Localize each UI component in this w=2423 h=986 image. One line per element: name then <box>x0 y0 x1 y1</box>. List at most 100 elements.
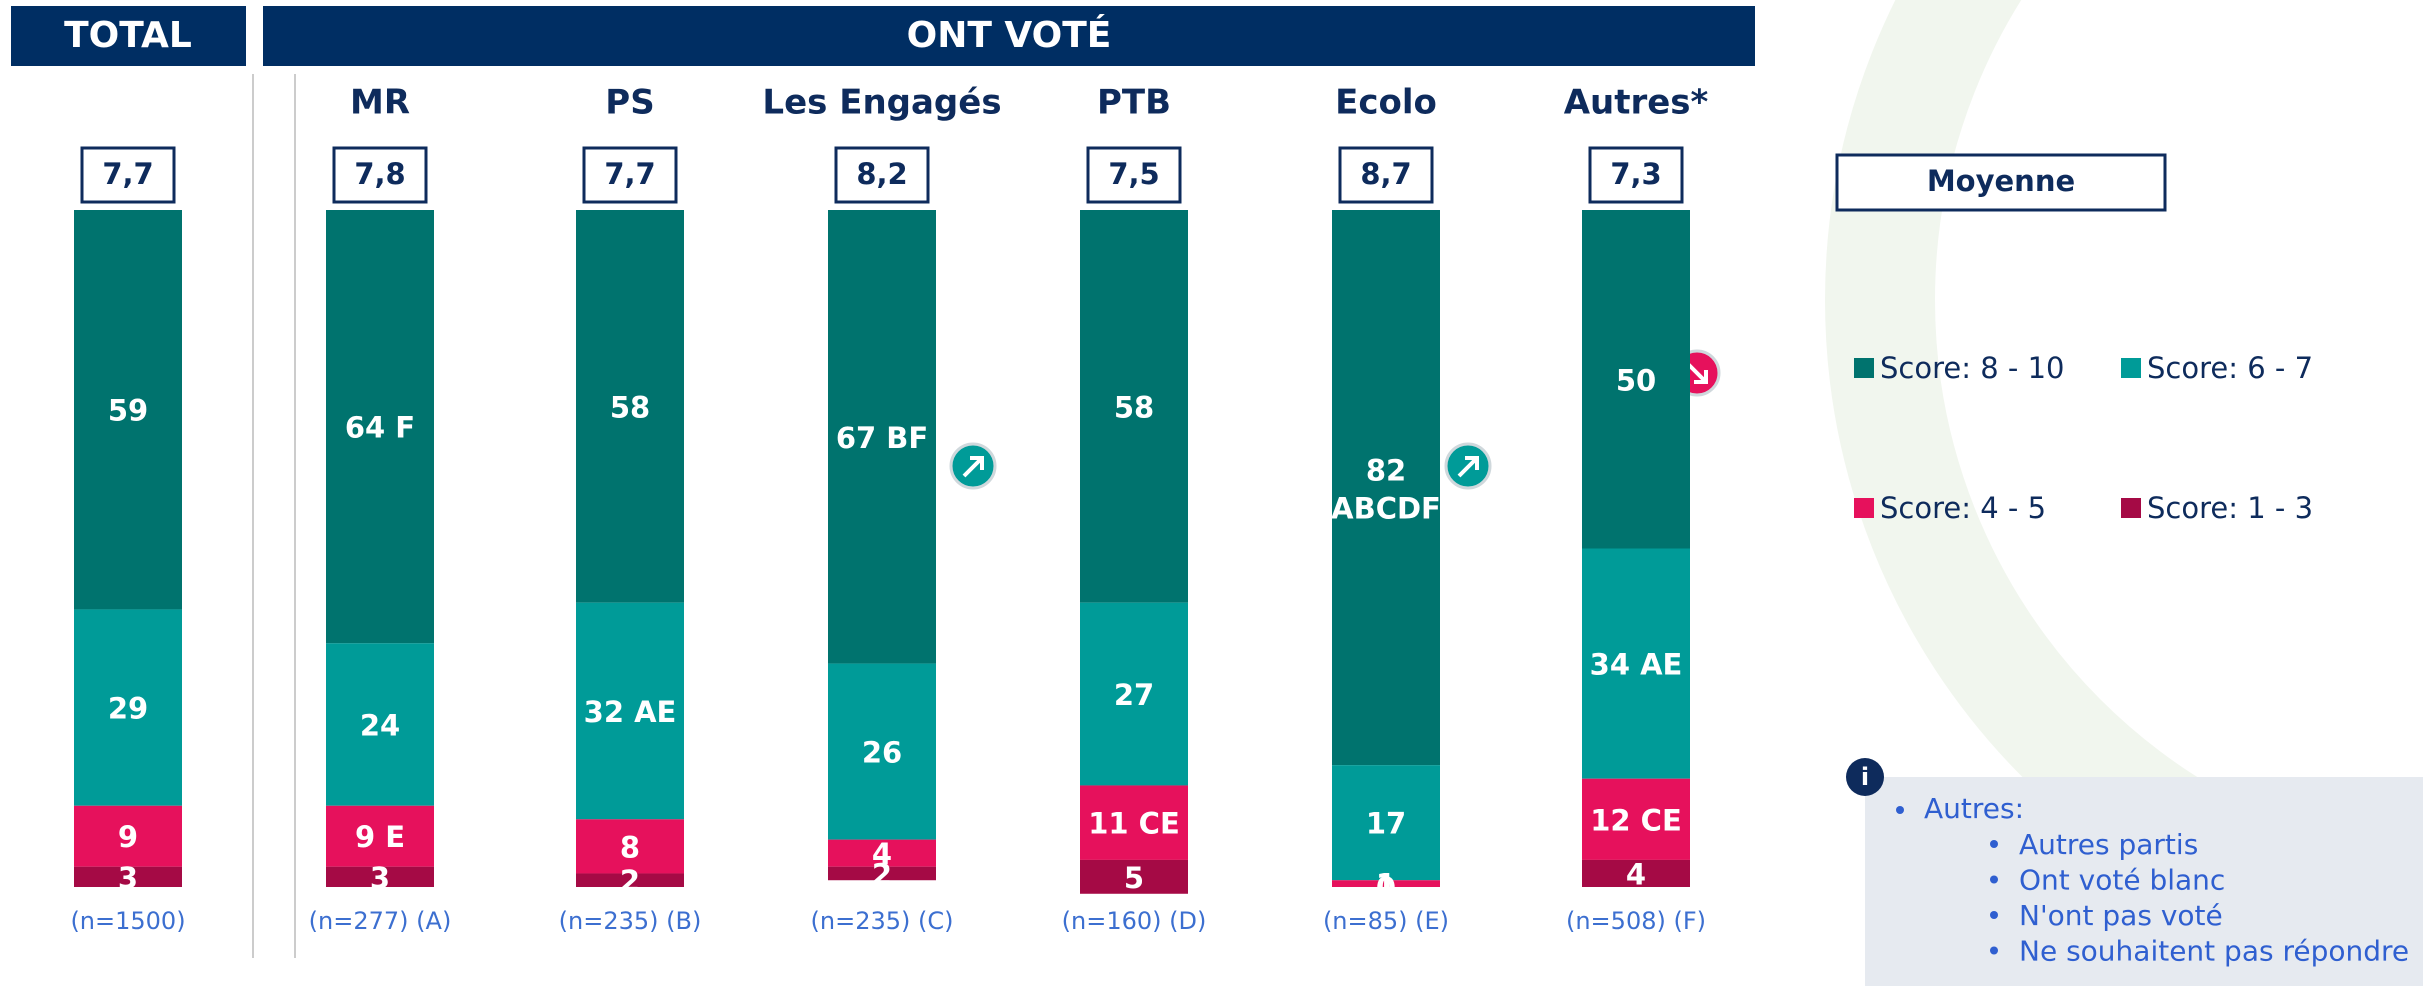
legend-label: Score: 4 - 5 <box>1880 491 2046 525</box>
segment-label: 3 <box>370 861 390 895</box>
trend-up <box>1444 442 1492 490</box>
legend-swatch <box>2121 358 2141 378</box>
bar-segment <box>1582 778 1690 860</box>
category-label: Autres* <box>1564 83 1709 123</box>
segment-label: 17 <box>1366 807 1406 841</box>
segment-label: 27 <box>1114 678 1154 712</box>
bar-segment <box>1080 785 1188 860</box>
info-box <box>1865 777 2423 986</box>
legend-average-box <box>1835 153 2167 212</box>
bar-segment <box>828 866 936 881</box>
segment-label: 11 CE <box>1088 807 1180 841</box>
bar-segment <box>1582 210 1690 549</box>
segment-label: 26 <box>862 736 902 770</box>
info-item: Autres partis <box>2019 828 2198 861</box>
average-box <box>582 146 678 204</box>
segment-label: 64 F <box>345 411 415 445</box>
bar-segment <box>576 602 684 820</box>
bar-segment <box>1582 548 1690 779</box>
voted-header <box>263 6 1755 66</box>
segment-label: 58 <box>610 390 650 424</box>
voted-header-text: ONT VOTÉ <box>907 14 1112 56</box>
bar-segment <box>326 643 434 806</box>
segment-label: 58 <box>1114 390 1154 424</box>
bar-segment <box>828 210 936 664</box>
segment-label: 4 <box>1626 857 1646 891</box>
bar-segment <box>1582 859 1690 887</box>
segment-label: 0 <box>1376 871 1396 905</box>
legend-average: Moyenne <box>1927 164 2075 198</box>
legend-swatch <box>1854 498 1874 518</box>
info-bullet <box>1990 946 1998 955</box>
bar-segment <box>1332 765 1440 881</box>
sample-label: (n=508) (F) <box>1566 907 1706 935</box>
sample-label: (n=235) (B) <box>559 907 702 935</box>
category-label: Les Engagés <box>762 83 1001 123</box>
average-label: 7,7 <box>604 157 655 191</box>
legend-swatch <box>1854 358 1874 378</box>
average-box <box>80 146 176 204</box>
bar-segment <box>828 839 936 867</box>
average-box <box>834 146 930 204</box>
bar-segment <box>74 805 182 867</box>
sample-label: (n=277) (A) <box>309 907 452 935</box>
segment-label: 67 BF <box>836 421 928 455</box>
info-bullet <box>1896 806 1904 814</box>
bar-segment <box>828 663 936 840</box>
info-bullet: Autres: <box>1924 792 2024 825</box>
bar-segment <box>74 609 182 806</box>
category-label: PS <box>605 83 654 123</box>
segment-label: 34 AE <box>1590 648 1683 682</box>
average-label: 8,2 <box>856 157 907 191</box>
trend-up <box>949 442 997 490</box>
category-label: PTB <box>1097 83 1171 123</box>
legend-label: Score: 6 - 7 <box>2147 351 2313 385</box>
bar-segment <box>1080 859 1188 894</box>
segment-label: 2 <box>620 864 640 898</box>
segment-label: 32 AE <box>584 695 677 729</box>
segment-label: 5 <box>1124 861 1144 895</box>
sample-label: (n=160) (D) <box>1062 907 1207 935</box>
bar-segment <box>74 210 182 610</box>
bar-segment <box>326 805 434 867</box>
segment-label: 82 ABCDF <box>1331 454 1441 526</box>
segment-label: 29 <box>108 692 148 726</box>
segment-label: 4 <box>872 837 892 871</box>
average-label: 8,7 <box>1360 157 1411 191</box>
average-label: 7,8 <box>354 157 405 191</box>
category-label: Ecolo <box>1335 83 1437 123</box>
segment-label: 1 <box>1376 868 1396 902</box>
bar-segment <box>1332 880 1440 887</box>
segment-label: 24 <box>360 709 400 743</box>
segment-label: 12 CE <box>1590 803 1682 837</box>
average-box <box>1086 146 1182 204</box>
info-item: Ont voté blanc <box>2019 864 2225 897</box>
bar-segment <box>1080 602 1188 786</box>
average-label: 7,7 <box>102 157 153 191</box>
bar-segment <box>576 819 684 874</box>
sample-label: (n=235) (C) <box>811 907 954 935</box>
bar-segment <box>1332 210 1440 766</box>
info-bullet <box>1990 875 1998 884</box>
info-item: N'ont pas voté <box>2019 899 2223 932</box>
total-header <box>11 6 246 66</box>
average-box <box>332 146 428 204</box>
average-box <box>1588 146 1684 204</box>
segment-label: 9 E <box>355 820 405 854</box>
segment-label: 3 <box>118 861 138 895</box>
average-label: 7,5 <box>1108 157 1159 191</box>
average-label: 7,3 <box>1610 157 1661 191</box>
average-box <box>1338 146 1434 204</box>
legend-label: Score: 1 - 3 <box>2147 491 2313 525</box>
segment-label: 8 <box>620 830 640 864</box>
segment-label: 50 <box>1616 363 1656 397</box>
legend-label: Score: 8 - 10 <box>1880 351 2064 385</box>
bar-segment <box>576 873 684 887</box>
bar-segment <box>326 210 434 644</box>
segment-label: 59 <box>108 394 148 428</box>
bar-segment <box>576 210 684 603</box>
info-icon-text: i <box>1861 763 1869 791</box>
segment-label: 2 <box>872 857 892 891</box>
info-bullet <box>1990 911 1998 919</box>
